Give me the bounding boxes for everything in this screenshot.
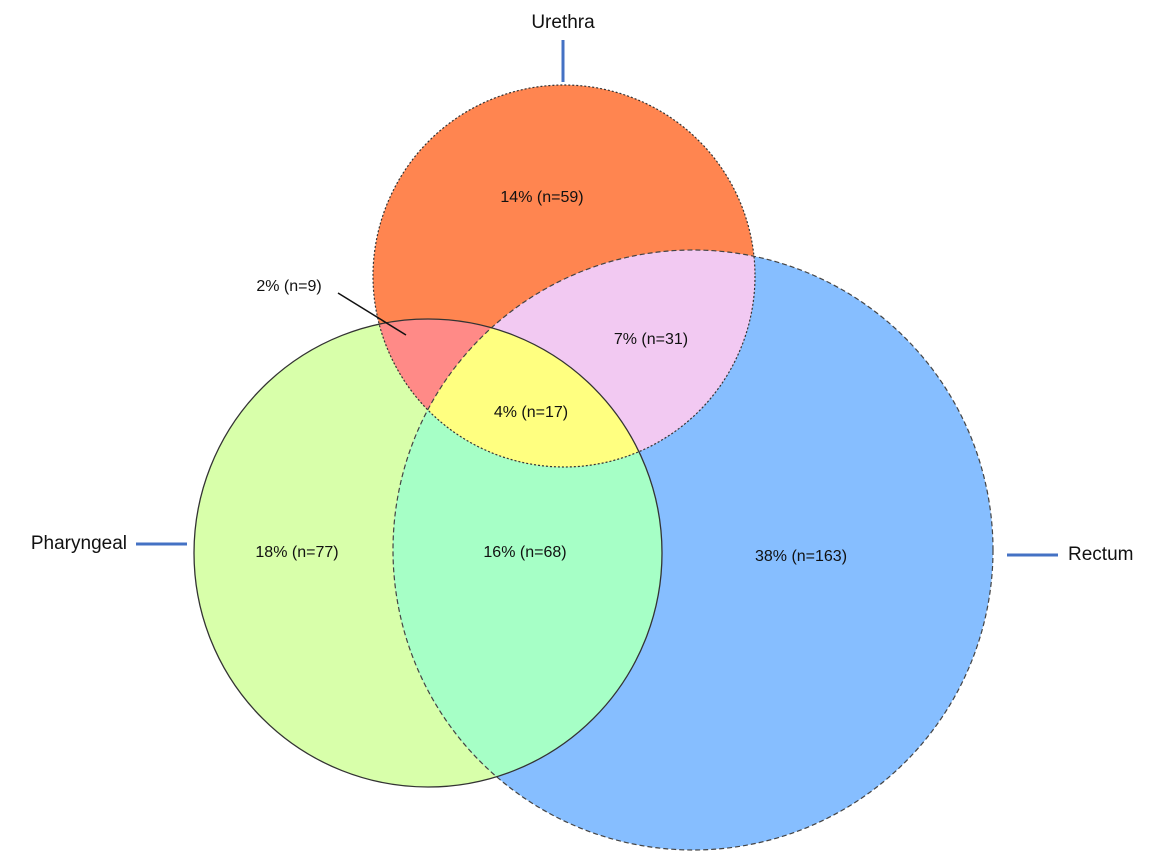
pharyngeal-outline xyxy=(193,318,663,788)
rectum-set-label: Rectum xyxy=(1068,544,1133,565)
region-label-rectum-only: 38% (n=163) xyxy=(755,548,847,565)
pharyngeal-set-label: Pharyngeal xyxy=(31,533,127,554)
region-label-urethra-only: 14% (n=59) xyxy=(500,189,583,206)
region-label-all-three: 4% (n=17) xyxy=(494,404,568,421)
urethra-pharyngeal-callout-line xyxy=(337,292,407,336)
region-label-urethra-rectum: 7% (n=31) xyxy=(614,331,688,348)
region-all-three xyxy=(393,319,662,467)
region-label-pharyngeal-rectum: 16% (n=68) xyxy=(483,544,566,561)
region-label-pharyngeal-only: 18% (n=77) xyxy=(255,544,338,561)
urethra-set-label: Urethra xyxy=(531,12,595,33)
urethra-outline xyxy=(372,84,756,468)
rectum-outline xyxy=(392,249,994,851)
region-label-urethra-pharyngeal: 2% (n=9) xyxy=(256,278,321,295)
